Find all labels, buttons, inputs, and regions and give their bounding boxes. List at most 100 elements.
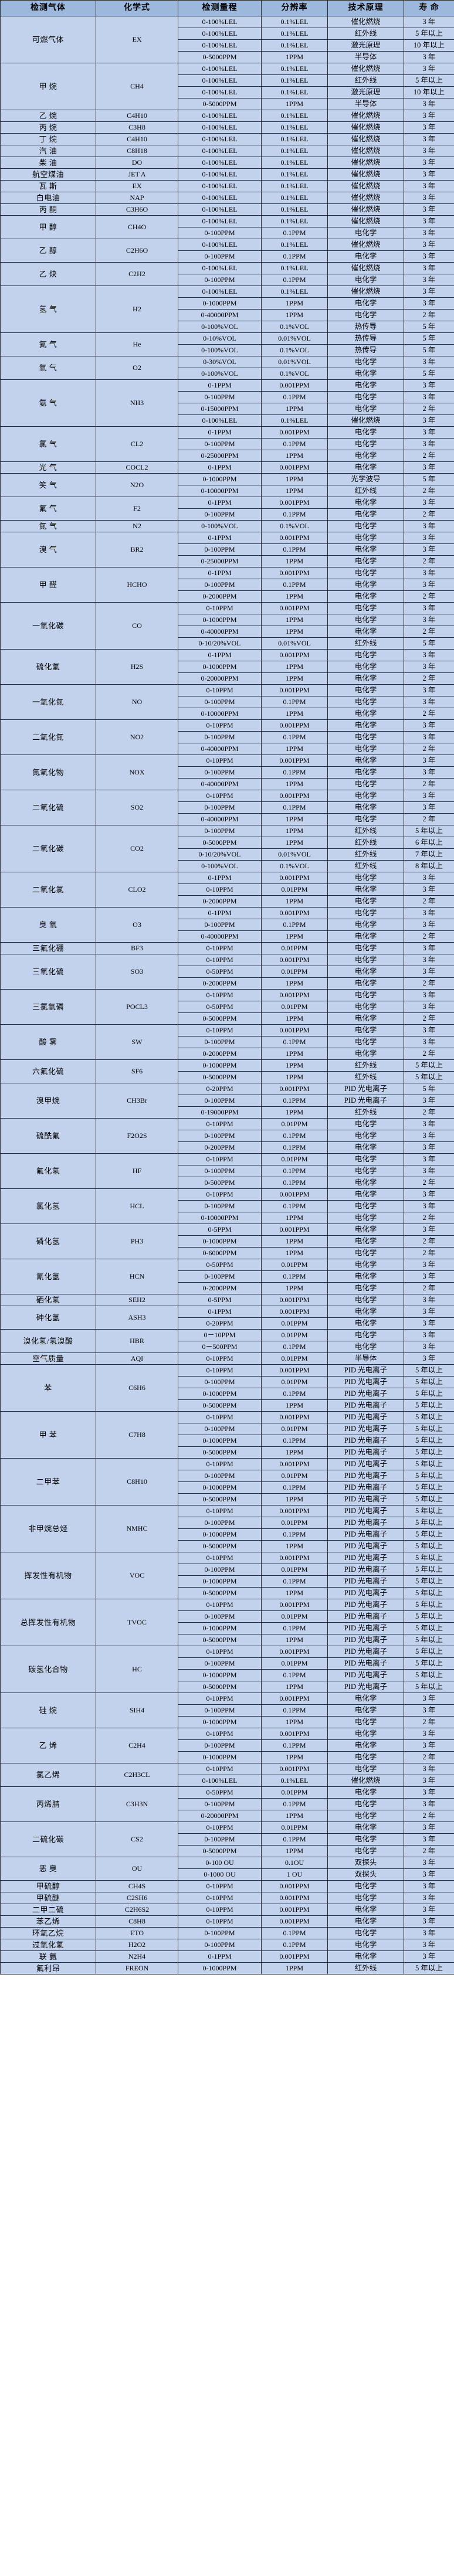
lifetime-cell: 3 年 [404, 755, 454, 767]
detection-range-cell: 0-10PPM [178, 1880, 262, 1892]
table-row: 0-2000PPM 1PPM 电化学 2 年 [1, 895, 454, 908]
resolution-cell: 1PPM [261, 1493, 328, 1506]
detection-range-cell: 0-100%LEL [178, 168, 262, 181]
lifetime-cell: 3 年 [404, 731, 454, 743]
chemical-formula-cell: CLO2 [96, 872, 178, 908]
detection-range-cell: 0-2000PPM [178, 1282, 262, 1294]
lifetime-cell: 3 年 [404, 356, 454, 368]
chemical-formula-cell: CL2 [96, 426, 178, 462]
chemical-formula-cell: C2H3CL [96, 1763, 178, 1787]
lifetime-cell: 3 年 [404, 1153, 454, 1165]
lifetime-cell: 3 年 [404, 121, 454, 134]
technology-cell: 电化学 [327, 1024, 404, 1036]
resolution-cell: 0.01%VOL [261, 356, 328, 368]
detection-range-cell: 0-1000PPM [178, 1388, 262, 1400]
lifetime-cell: 3 年 [404, 227, 454, 239]
resolution-cell: 0.1PPM [261, 1177, 328, 1189]
technology-cell: 电化学 [327, 1763, 404, 1775]
table-row: 0-100PPM 0.1PPM 电化学 3 年 [1, 250, 454, 263]
lifetime-cell: 2 年 [404, 708, 454, 720]
technology-cell: 激光原理 [327, 86, 404, 98]
technology-cell: 电化学 [327, 1904, 404, 1916]
technology-cell: 电化学 [327, 1165, 404, 1177]
lifetime-cell: 3 年 [404, 1739, 454, 1752]
technology-cell: 电化学 [327, 1833, 404, 1846]
resolution-cell: 1PPM [261, 825, 328, 837]
table-row: 0-5000PPM 1PPM PID 光电离子 5 年以上 [1, 1681, 454, 1693]
resolution-cell: 0.1%LEL [261, 16, 328, 28]
technology-cell: 催化燃烧 [327, 180, 404, 192]
resolution-cell: 0.1PPM [261, 1388, 328, 1400]
detection-range-cell: 0-25000PPM [178, 450, 262, 462]
lifetime-cell: 3 年 [404, 543, 454, 556]
technology-cell: PID 光电离子 [327, 1493, 404, 1506]
table-row: 联 氨 N2H4 0-1PPM 0.001PPM 电化学 3 年 [0, 1950, 454, 1963]
detection-range-cell: 0-15000PPM [178, 403, 262, 415]
resolution-cell: 0.1%LEL [261, 168, 328, 181]
lifetime-cell: 3 年 [404, 1001, 454, 1013]
gas-name-cell: 三氧化硫 [0, 954, 96, 990]
table-row: 0-100%LEL 0.1%LEL 红外线 5 年以上 [1, 28, 454, 40]
resolution-cell: 0.001PPM [261, 567, 328, 579]
technology-cell: 电化学 [327, 1188, 404, 1201]
lifetime-cell: 5 年 [404, 473, 454, 485]
technology-cell: 电化学 [327, 1247, 404, 1259]
resolution-cell: 0.1PPM [261, 1528, 328, 1541]
lifetime-cell: 3 年 [404, 602, 454, 614]
lifetime-cell: 2 年 [404, 403, 454, 415]
resolution-cell: 0.1PPM [261, 1622, 328, 1634]
detection-range-cell: 0-1PPM [178, 1950, 262, 1963]
technology-cell: PID 光电离子 [327, 1481, 404, 1494]
table-row: 0－500PPM 0.1PPM 电化学 3 年 [1, 1341, 454, 1353]
detection-range-cell: 0-100PPM [178, 825, 262, 837]
gas-name-cell: 二氧化硫 [0, 790, 96, 825]
gas-name-cell: 柴 油 [0, 157, 96, 169]
lifetime-cell: 3 年 [404, 1317, 454, 1330]
table-row: 氮 气 N2 0-100%VOL 0.1%VOL 电化学 3 年 [0, 520, 454, 532]
technology-cell: 激光原理 [327, 39, 404, 52]
detection-range-cell: 0-10PPM [178, 1599, 262, 1611]
resolution-cell: 1PPM [261, 837, 328, 849]
detection-range-cell: 0-10PPM [178, 1411, 262, 1423]
table-row: 0-5000PPM 1PPM PID 光电离子 5 年以上 [1, 1587, 454, 1599]
lifetime-cell: 5 年 [404, 1083, 454, 1095]
resolution-cell: 0.001PPM [261, 1880, 328, 1892]
lifetime-cell: 3 年 [404, 1904, 454, 1916]
resolution-cell: 1PPM [261, 1810, 328, 1822]
resolution-cell: 1PPM [261, 672, 328, 685]
lifetime-cell: 3 年 [404, 286, 454, 298]
lifetime-cell: 3 年 [404, 766, 454, 779]
chemical-formula-cell: SW [96, 1024, 178, 1060]
lifetime-cell: 2 年 [404, 1716, 454, 1728]
technology-cell: 电化学 [327, 1235, 404, 1248]
lifetime-cell: 3 年 [404, 919, 454, 931]
technology-cell: 双探头 [327, 1868, 404, 1881]
resolution-cell: 1PPM [261, 590, 328, 603]
detection-range-cell: 0-100PPM [178, 1130, 262, 1142]
gas-name-cell: 氟利昂 [0, 1962, 96, 1975]
lifetime-cell: 2 年 [404, 672, 454, 685]
chemical-formula-cell: FREON [96, 1962, 178, 1975]
table-row: 0-100PPM 0.1PPM 电化学 3 年 [1, 227, 454, 239]
resolution-cell: 0.1%LEL [261, 414, 328, 427]
resolution-cell: 0.001PPM [261, 1892, 328, 1904]
lifetime-cell: 5 年以上 [404, 1505, 454, 1517]
resolution-cell: 0.1%VOL [261, 520, 328, 532]
chemical-formula-cell: HCN [96, 1259, 178, 1294]
resolution-cell: 0.01PPM [261, 1821, 328, 1834]
detection-range-cell: 0-5000PPM [178, 1071, 262, 1083]
lifetime-cell: 3 年 [404, 1341, 454, 1353]
table-row: 碳氢化合物 HC 0-10PPM 0.001PPM PID 光电离子 5 年以上 [0, 1646, 454, 1693]
gas-name-cell: 过氧化氢 [0, 1939, 96, 1951]
resolution-cell: 0.01PPM [261, 1610, 328, 1623]
lifetime-cell: 5 年以上 [404, 1364, 454, 1377]
gas-name-cell: 氨 气 [0, 379, 96, 427]
resolution-cell: 0.01PPM [261, 942, 328, 954]
table-row: 0-5000PPM 1PPM 半导体 3 年 [1, 51, 454, 63]
lifetime-cell: 3 年 [404, 1693, 454, 1705]
table-row: 光 气 COCL2 0-1PPM 0.001PPM 电化学 3 年 [0, 461, 454, 474]
resolution-cell: 1PPM [261, 1059, 328, 1072]
table-row: 甲 苯 C7H8 0-10PPM 0.001PPM PID 光电离子 5 年以上 [0, 1411, 454, 1459]
lifetime-cell: 3 年 [404, 1036, 454, 1048]
chemical-formula-cell: C2H6S2 [96, 1904, 178, 1916]
